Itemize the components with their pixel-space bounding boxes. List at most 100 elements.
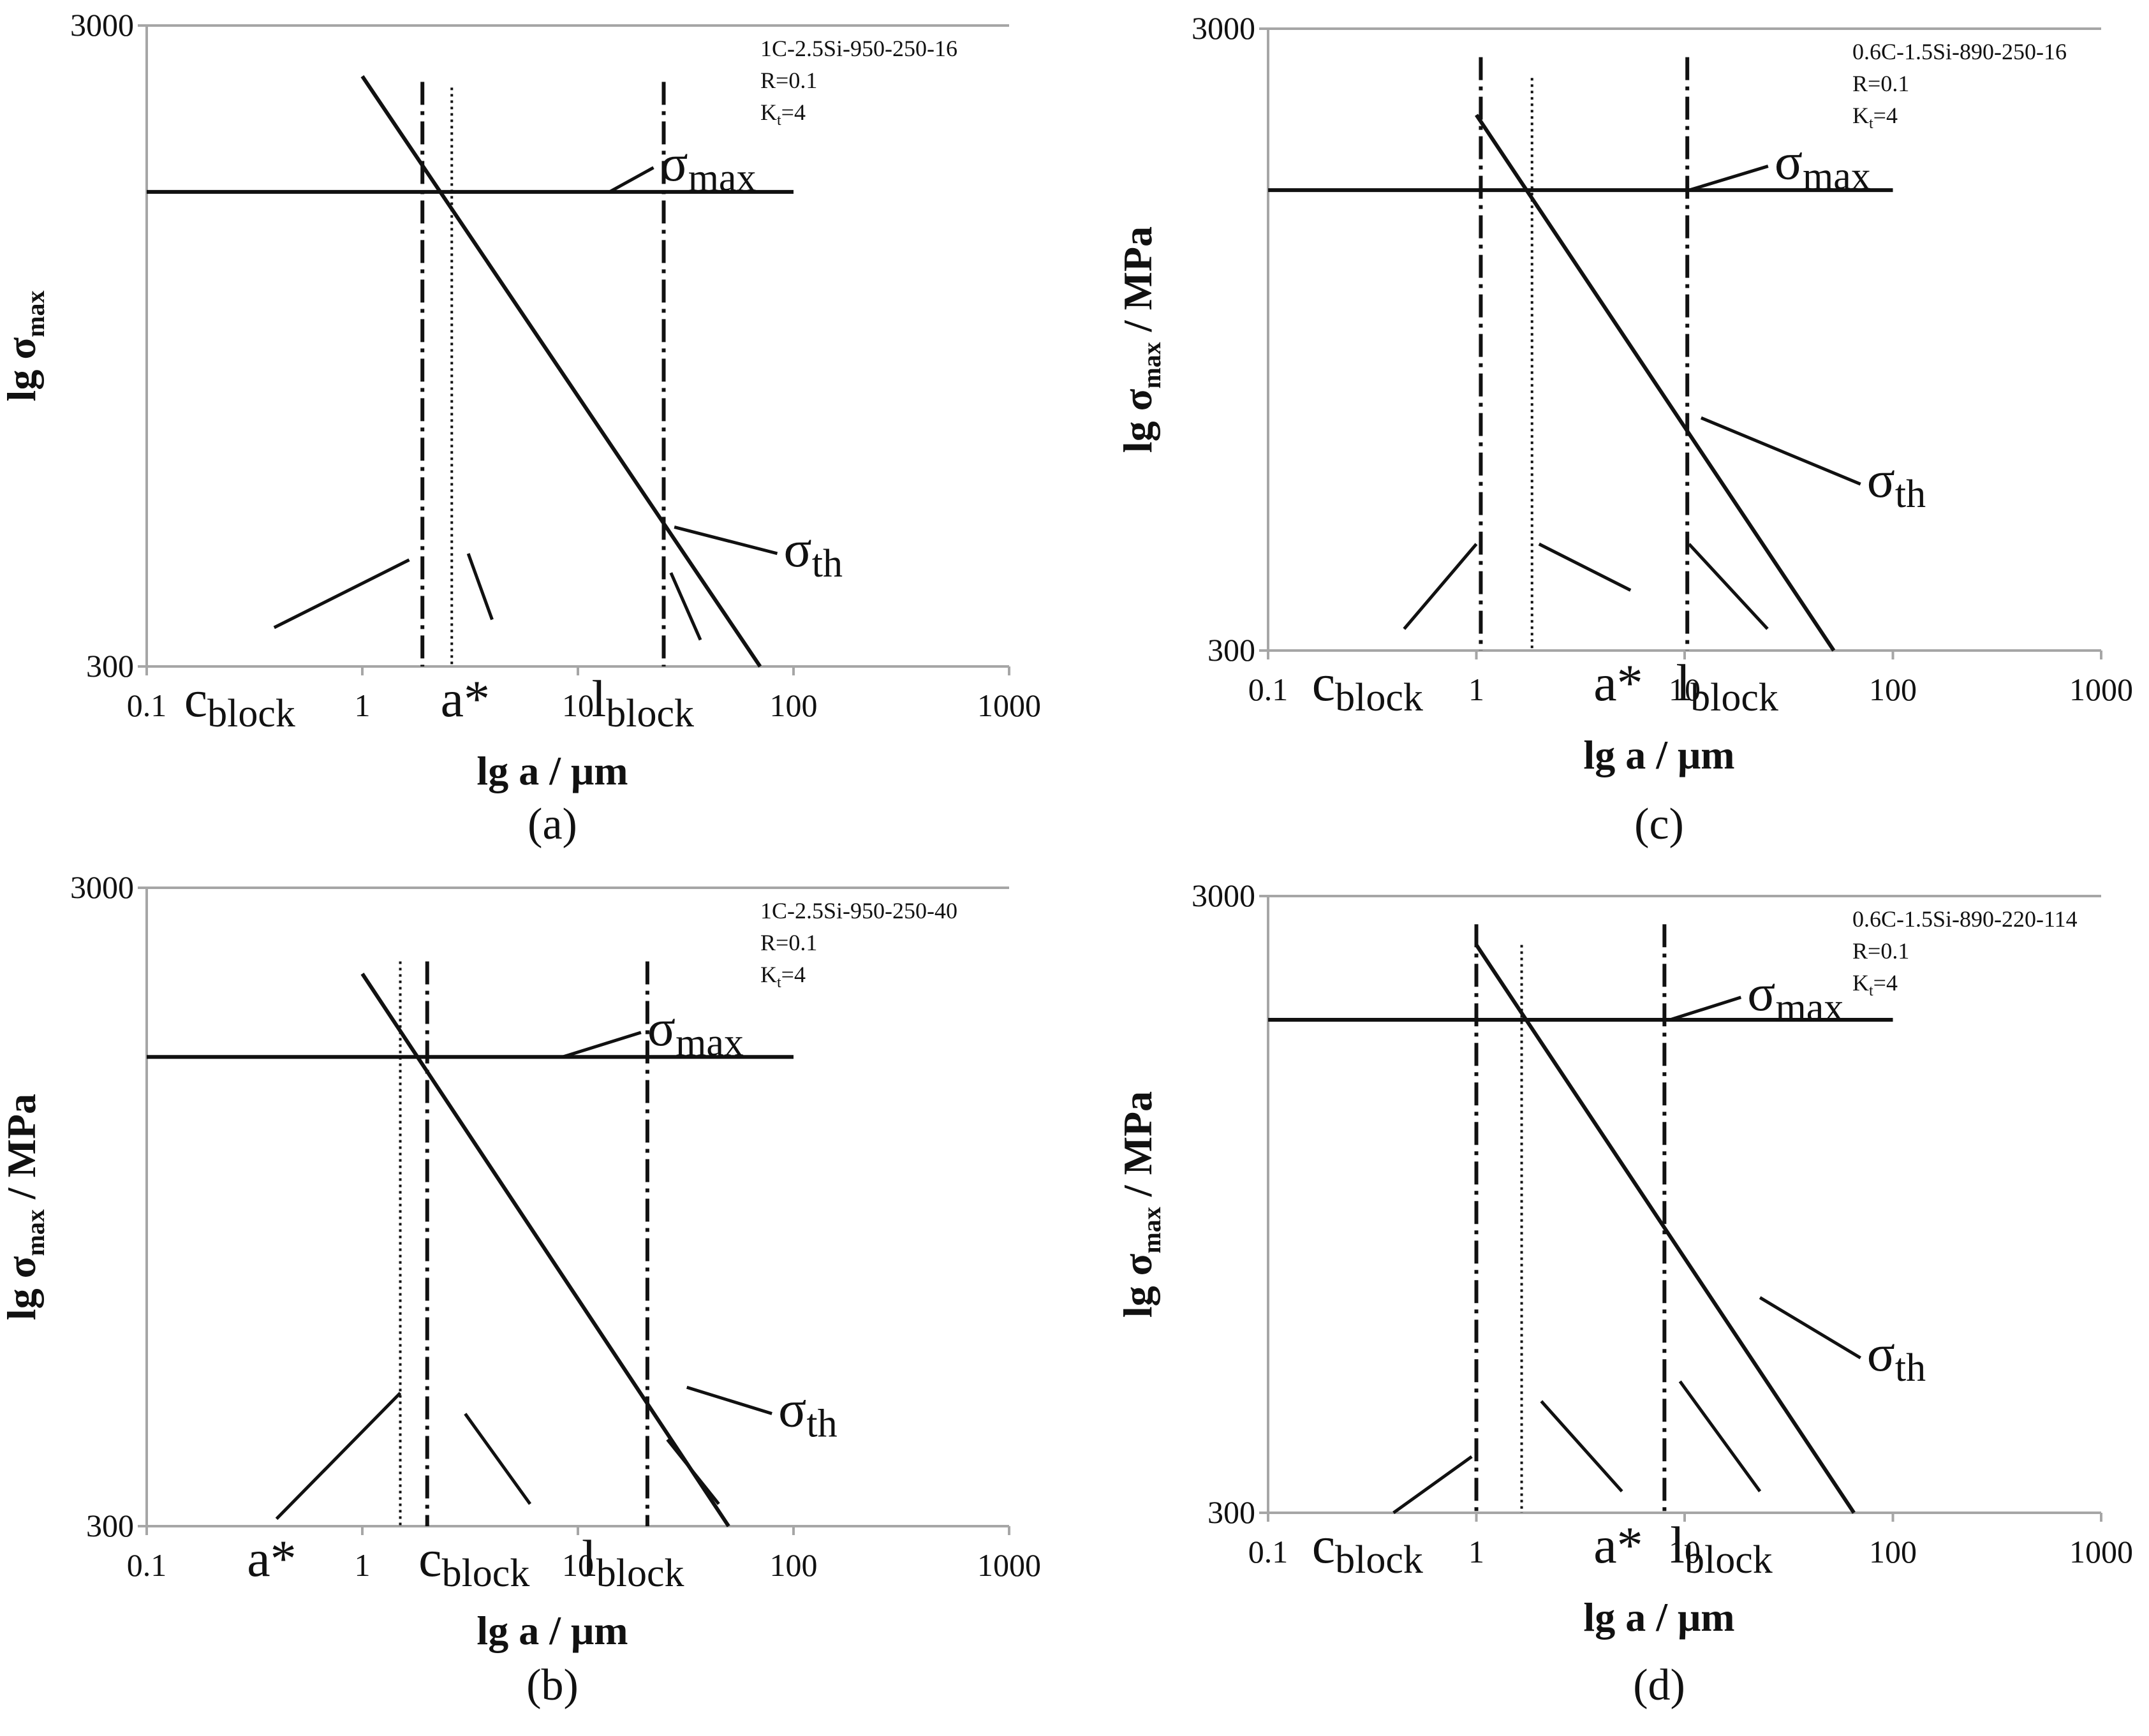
note-kt-value: =4 bbox=[781, 99, 806, 125]
marker-label-main: c bbox=[418, 1529, 441, 1587]
x-tick-label: 100 bbox=[1869, 672, 1917, 707]
note-r-ratio: R=0.1 bbox=[1852, 938, 1909, 964]
marker-leader bbox=[1538, 542, 1632, 592]
note-kt-symbol: K bbox=[1852, 970, 1869, 996]
note-kt: Kt=4 bbox=[760, 962, 806, 991]
marker-leader bbox=[464, 1413, 532, 1505]
marker-label-sub: block bbox=[1335, 1538, 1423, 1582]
series-label-symbol: σ bbox=[784, 520, 812, 578]
y-axis-title: lg σmax / MPa bbox=[1115, 226, 1166, 453]
chart-panel-0: 0.1 1 10 100 1000 300 3000 1C-2.5Si-950-250-16 R… bbox=[0, 7, 1041, 849]
series-label: σmax bbox=[660, 134, 757, 200]
x-tick-label: 1000 bbox=[977, 688, 1041, 723]
marker-label-main: c bbox=[1312, 1516, 1335, 1574]
series-label-sub: max bbox=[676, 1021, 744, 1064]
series-label-symbol: σ bbox=[1867, 450, 1895, 508]
marker-label-main: a* bbox=[441, 670, 490, 728]
marker-label-main: a* bbox=[1593, 654, 1643, 712]
series-label-symbol: σ bbox=[1747, 964, 1775, 1022]
note-material: 0.6C-1.5Si-890-220-114 bbox=[1852, 906, 2078, 932]
y-axis-title-main: lg σ bbox=[0, 1256, 44, 1320]
marker-label-main: l bbox=[582, 1529, 596, 1587]
series-leader bbox=[674, 526, 778, 555]
marker-label: lblock bbox=[1676, 654, 1778, 719]
series-line-sigma-th bbox=[1475, 114, 1836, 652]
marker-leader bbox=[1403, 543, 1478, 630]
x-tick-label: 1000 bbox=[977, 1547, 1041, 1583]
panel-label: (a) bbox=[528, 800, 577, 849]
marker-label: lblock bbox=[1670, 1516, 1773, 1582]
note-kt-value: =4 bbox=[781, 962, 806, 987]
x-tick-label: 0.1 bbox=[127, 688, 167, 723]
note-kt-sub: t bbox=[1869, 983, 1873, 999]
marker-leader bbox=[273, 558, 410, 629]
series-label: σmax bbox=[647, 999, 744, 1064]
x-axis-title: lg a / μm bbox=[1583, 1594, 1734, 1640]
marker-leader bbox=[1688, 543, 1769, 630]
series-label: σth bbox=[784, 520, 843, 585]
x-tick-label: 100 bbox=[770, 1547, 818, 1583]
marker-label-main: a* bbox=[247, 1529, 296, 1587]
series-leader bbox=[1700, 416, 1861, 486]
note-kt-value: =4 bbox=[1873, 970, 1898, 996]
x-tick-label: 10 bbox=[562, 1547, 594, 1583]
y-axis-title-main: lg σ bbox=[1115, 388, 1160, 453]
marker-label-sub: block bbox=[442, 1552, 530, 1595]
marker-label: cblock bbox=[1312, 1516, 1423, 1582]
series-label-sub: max bbox=[1803, 155, 1871, 198]
note-kt-sub: t bbox=[777, 975, 781, 991]
series-leader bbox=[1669, 996, 1742, 1022]
series-label-symbol: σ bbox=[1775, 133, 1803, 191]
series-label-symbol: σ bbox=[1867, 1324, 1895, 1382]
y-tick-label: 300 bbox=[1207, 632, 1255, 668]
series-line-sigma-th bbox=[360, 973, 730, 1527]
note-kt-value: =4 bbox=[1873, 103, 1898, 128]
marker-label-main: c bbox=[184, 670, 207, 728]
marker-label: a* bbox=[1593, 654, 1643, 712]
marker-leader bbox=[1392, 1455, 1473, 1515]
marker-leader bbox=[275, 1392, 402, 1520]
series-label-sub: max bbox=[688, 156, 757, 200]
note-r-ratio: R=0.1 bbox=[1852, 71, 1909, 96]
note-kt: Kt=4 bbox=[1852, 970, 1898, 999]
y-tick-label: 3000 bbox=[1192, 878, 1255, 913]
marker-label: a* bbox=[1593, 1516, 1643, 1574]
series-leader bbox=[686, 1385, 772, 1415]
marker-label-main: l bbox=[1676, 654, 1690, 712]
x-axis-title: lg a / μm bbox=[476, 1608, 628, 1653]
chart-panel-1: 0.1 1 10 100 1000 300 3000 1C-2.5Si-950-250-40 R… bbox=[0, 869, 1041, 1710]
x-tick-label: 1 bbox=[1468, 672, 1484, 707]
series-label-symbol: σ bbox=[778, 1379, 806, 1438]
marker-leader bbox=[1678, 1380, 1762, 1492]
marker-label-sub: block bbox=[1690, 676, 1778, 719]
y-axis-title: lg σmax / MPa bbox=[0, 1094, 50, 1320]
note-kt-symbol: K bbox=[760, 99, 777, 125]
marker-label-sub: block bbox=[606, 692, 694, 735]
y-tick-label: 3000 bbox=[70, 869, 134, 905]
series-leader bbox=[1688, 165, 1769, 192]
x-tick-label: 1000 bbox=[2069, 1534, 2133, 1570]
marker-label: a* bbox=[441, 670, 490, 728]
x-tick-label: 1 bbox=[355, 1547, 371, 1583]
y-tick-label: 300 bbox=[1207, 1494, 1255, 1530]
chart-panel-2: 0.1 1 10 100 1000 300 3000 0.6C-1.5Si-890-250-1… bbox=[1115, 10, 2133, 849]
marker-label-main: c bbox=[1312, 654, 1335, 712]
marker-label-sub: block bbox=[1685, 1538, 1773, 1582]
x-axis-title: lg a / μm bbox=[476, 748, 628, 793]
note-kt-symbol: K bbox=[760, 962, 777, 987]
marker-label-main: l bbox=[1670, 1516, 1685, 1574]
x-tick-label: 100 bbox=[1869, 1534, 1917, 1570]
series-label-sub: max bbox=[1775, 986, 1843, 1029]
marker-label: lblock bbox=[582, 1529, 684, 1595]
note-r-ratio: R=0.1 bbox=[760, 930, 817, 955]
marker-label-sub: block bbox=[207, 692, 295, 735]
x-tick-label: 100 bbox=[770, 688, 818, 723]
marker-label: cblock bbox=[1312, 654, 1423, 719]
y-axis-title-unit: / MPa bbox=[1115, 226, 1160, 342]
y-axis-title-main: lg σ bbox=[1115, 1253, 1160, 1318]
y-axis-title: lg σmax bbox=[0, 291, 50, 402]
series-label-sub: th bbox=[806, 1402, 837, 1445]
series-leader bbox=[1759, 1296, 1861, 1360]
marker-label: cblock bbox=[418, 1529, 529, 1595]
